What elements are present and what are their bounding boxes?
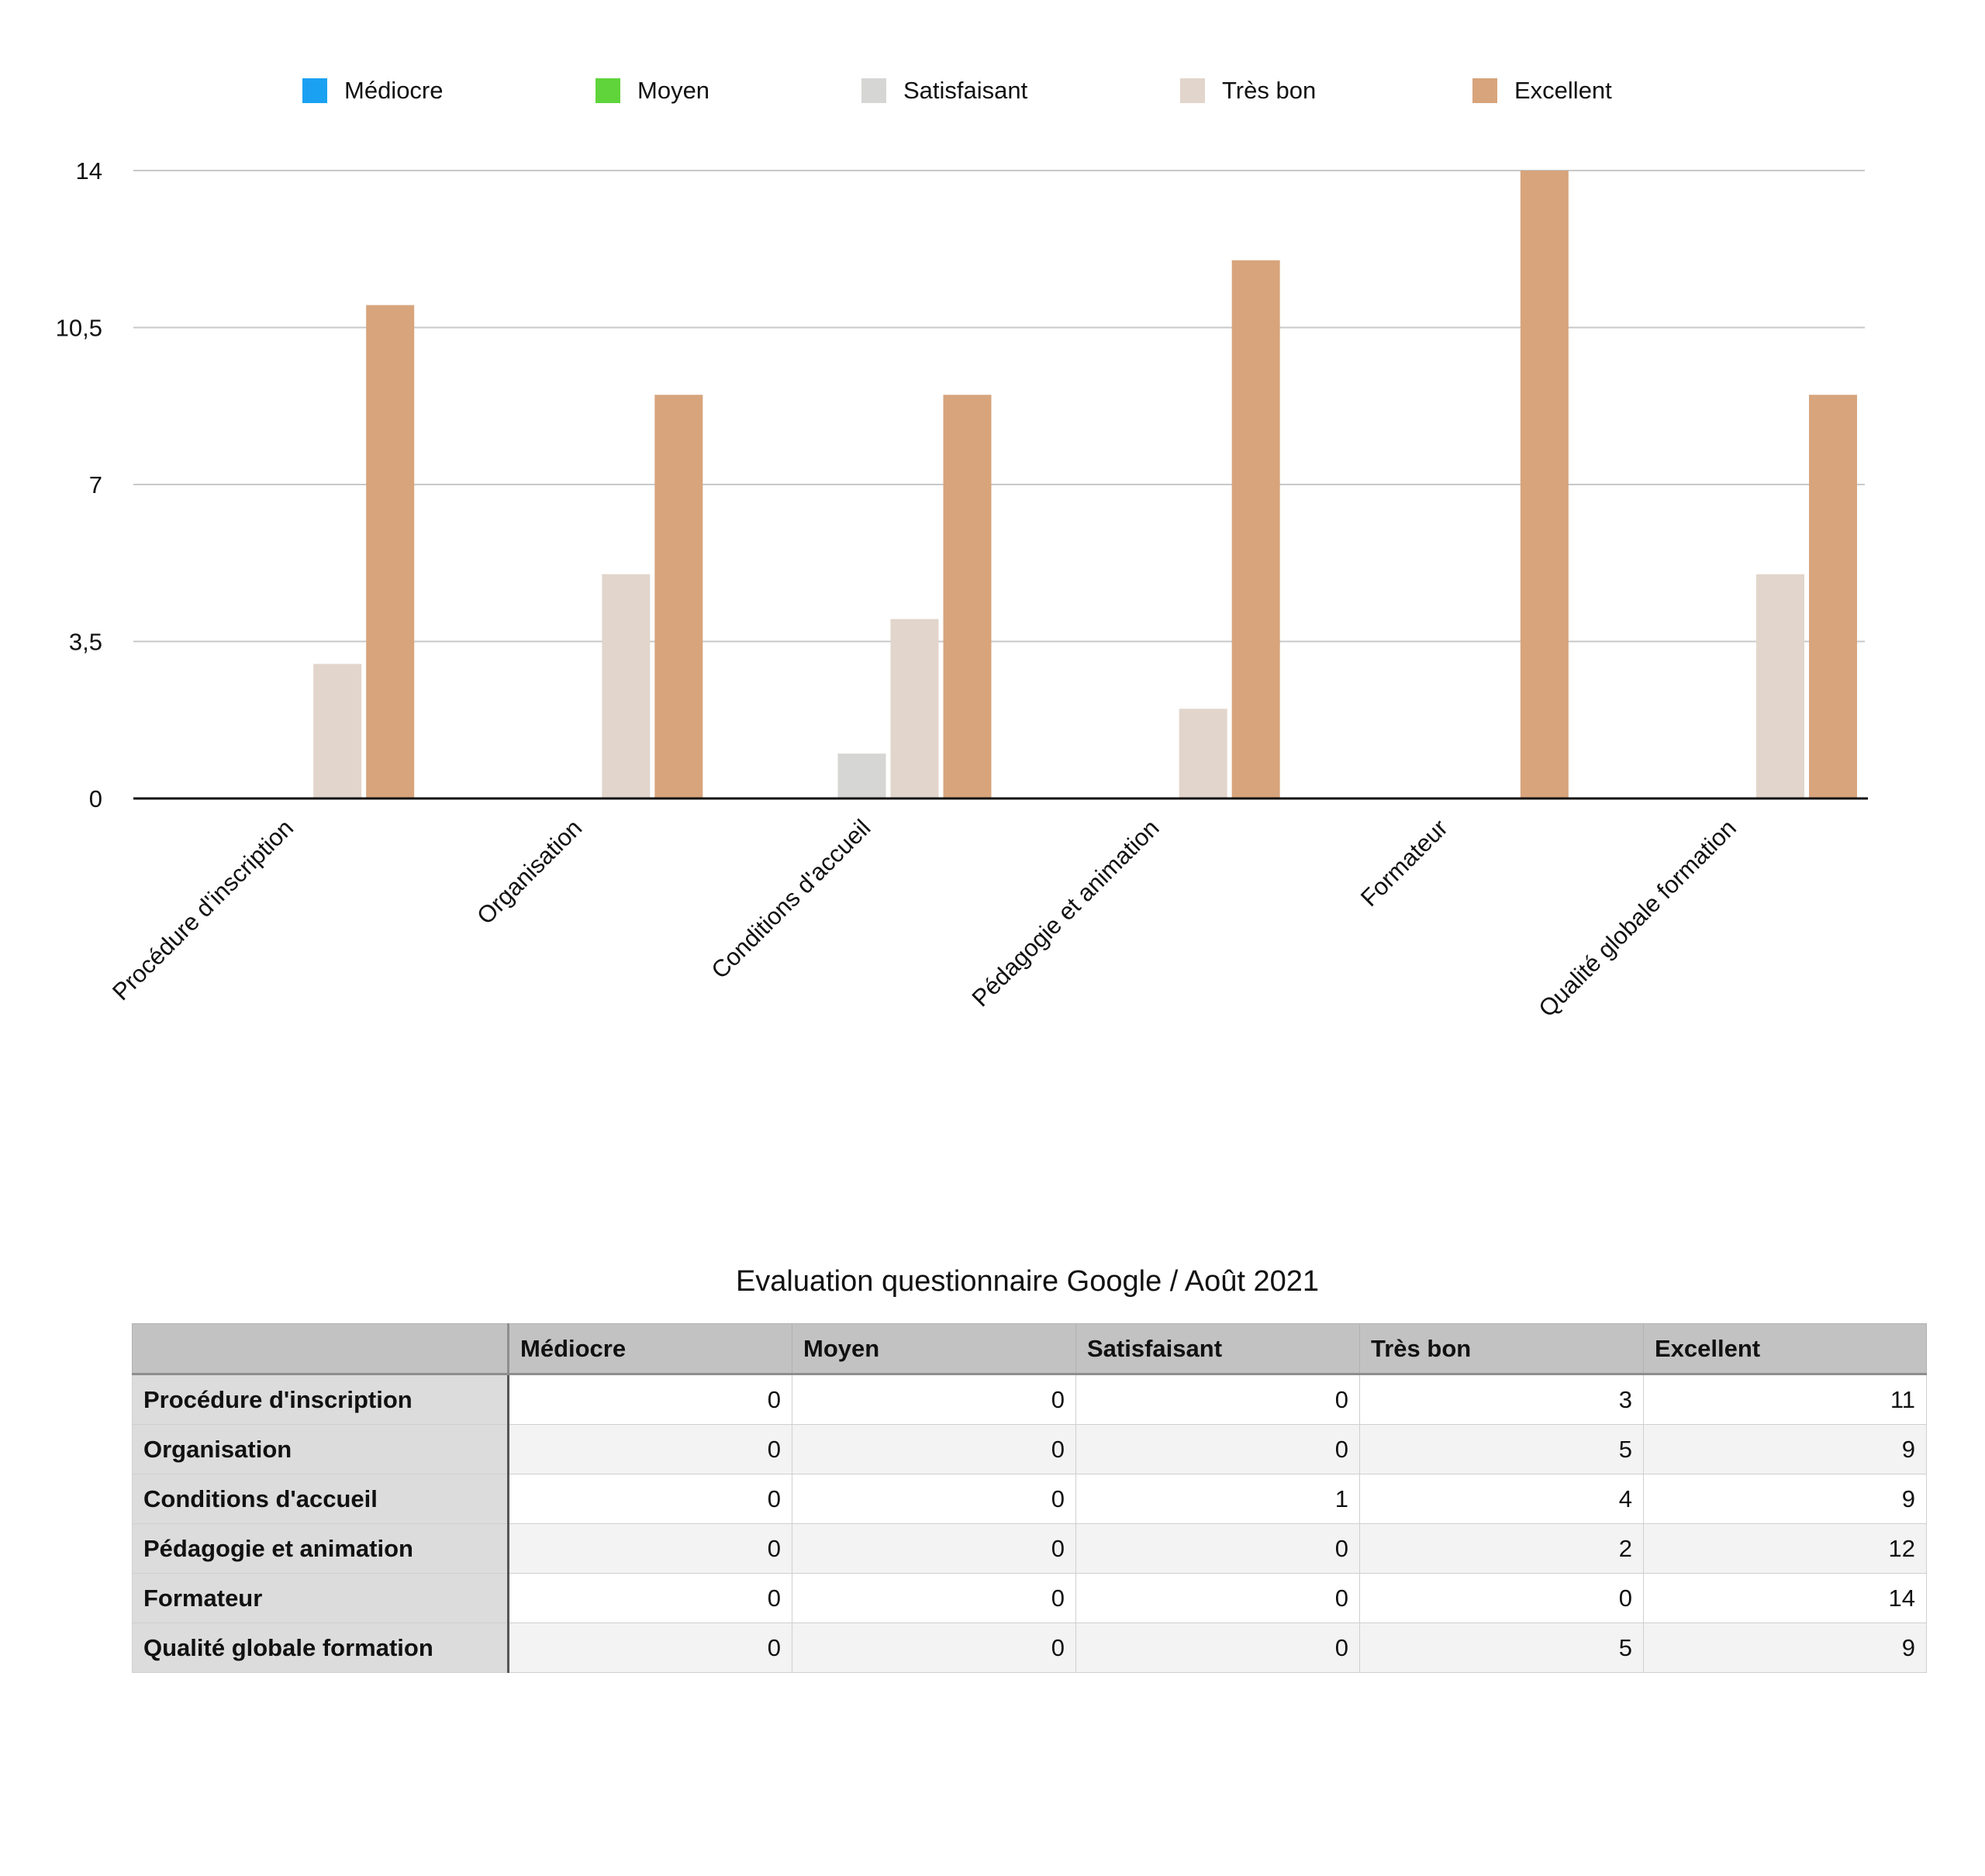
- table-cell: 0: [508, 1623, 792, 1673]
- table-row: Conditions d'accueil 0 0 1 4 9: [132, 1474, 1927, 1524]
- row-header: Procédure d'inscription: [132, 1374, 509, 1425]
- column-header-excellent: Excellent: [1643, 1323, 1927, 1375]
- legend-label-tres-bon: Très bon: [1222, 77, 1317, 104]
- bar: [1179, 709, 1227, 798]
- table-cell: 0: [792, 1374, 1076, 1425]
- x-tick-label: Pédagogie et animation: [967, 814, 1165, 1012]
- table-cell: 12: [1643, 1523, 1927, 1574]
- legend-label-excellent: Excellent: [1514, 77, 1612, 104]
- table-cell: 0: [1075, 1623, 1360, 1673]
- table-cell: 1: [1075, 1474, 1360, 1524]
- table-cell: 0: [792, 1523, 1076, 1574]
- table-cell: 9: [1643, 1424, 1927, 1474]
- legend-label-mediocre: Médiocre: [344, 77, 444, 104]
- y-tick-label: 7: [89, 471, 102, 498]
- legend-swatch-moyen: [596, 78, 620, 103]
- table-row: Organisation 0 0 0 5 9: [132, 1424, 1927, 1474]
- table-cell: 5: [1359, 1424, 1644, 1474]
- y-tick-label: 3,5: [69, 629, 102, 656]
- row-header: Organisation: [132, 1424, 509, 1474]
- row-header: Formateur: [132, 1573, 509, 1623]
- table-cell: 3: [1359, 1374, 1644, 1425]
- legend-item-moyen: Moyen: [596, 71, 709, 110]
- bar: [1809, 395, 1857, 798]
- table-cell: 0: [1075, 1573, 1360, 1623]
- table-cell: 0: [792, 1623, 1076, 1673]
- bar: [1756, 574, 1804, 798]
- legend-label-moyen: Moyen: [637, 77, 710, 104]
- table-cell: 9: [1643, 1474, 1927, 1524]
- x-tick-label: Organisation: [471, 814, 587, 929]
- bar: [1231, 260, 1280, 798]
- y-tick-label: 14: [76, 157, 102, 184]
- table-title: Evaluation questionnaire Google / Août 2…: [735, 1265, 1320, 1298]
- table-cell: 14: [1643, 1573, 1927, 1623]
- table-cell: 2: [1359, 1523, 1644, 1574]
- table-cell: 0: [792, 1474, 1076, 1524]
- table-cell: 0: [508, 1424, 792, 1474]
- table-cell: 0: [1075, 1374, 1360, 1425]
- x-tick-label: Procédure d'inscription: [107, 814, 299, 1005]
- bar: [890, 619, 939, 798]
- legend-item-tres-bon: Très bon: [1180, 71, 1316, 110]
- row-header: Pédagogie et animation: [132, 1523, 509, 1574]
- legend-item-mediocre: Médiocre: [302, 71, 444, 110]
- table-cell: 0: [508, 1374, 792, 1425]
- table-cell: 0: [508, 1573, 792, 1623]
- table-cell: 9: [1643, 1623, 1927, 1673]
- row-header: Qualité globale formation: [132, 1623, 509, 1673]
- bar: [1520, 171, 1569, 798]
- table-cell: 0: [792, 1573, 1076, 1623]
- table-cell: 0: [1359, 1573, 1644, 1623]
- legend-swatch-mediocre: [302, 78, 327, 103]
- x-tick-label: Conditions d'accueil: [706, 814, 875, 984]
- table-corner-cell: [132, 1323, 509, 1375]
- table-row: Formateur 0 0 0 0 14: [132, 1573, 1927, 1623]
- bar-chart: 0 3,5 7 10,5 14 Procédure d'inscription Organi…: [56, 157, 1868, 1022]
- table-header-row: Médiocre Moyen Satisfaisant Très bon Exc…: [132, 1323, 1927, 1375]
- chart-legend: Médiocre Moyen Satisfaisant Très bon Exc…: [0, 71, 1985, 110]
- table-cell: 0: [792, 1424, 1076, 1474]
- legend-swatch-excellent: [1472, 78, 1497, 103]
- table-cell: 0: [1075, 1523, 1360, 1574]
- legend-item-satisfaisant: Satisfaisant: [861, 71, 1027, 110]
- bar: [943, 395, 992, 798]
- column-header-satisfaisant: Satisfaisant: [1075, 1323, 1360, 1375]
- legend-item-excellent: Excellent: [1472, 71, 1612, 110]
- legend-swatch-satisfaisant: [861, 78, 886, 103]
- table-cell: 0: [1075, 1424, 1360, 1474]
- table-row: Pédagogie et animation 0 0 0 2 12: [132, 1523, 1927, 1574]
- bar: [837, 754, 886, 798]
- legend-swatch-tres-bon: [1180, 78, 1205, 103]
- y-tick-label: 10,5: [56, 315, 102, 342]
- data-table: Médiocre Moyen Satisfaisant Très bon Exc…: [132, 1323, 1927, 1673]
- bar: [366, 305, 415, 799]
- table-cell: 5: [1359, 1623, 1644, 1673]
- y-tick-label: 0: [89, 785, 102, 812]
- table-cell: 0: [508, 1474, 792, 1524]
- bar: [654, 395, 703, 798]
- table-cell: 0: [508, 1523, 792, 1574]
- legend-label-satisfaisant: Satisfaisant: [903, 77, 1028, 104]
- column-header-mediocre: Médiocre: [508, 1323, 792, 1375]
- bar: [602, 574, 651, 798]
- bar: [313, 664, 362, 798]
- table-cell: 4: [1359, 1474, 1644, 1524]
- row-header: Conditions d'accueil: [132, 1474, 509, 1524]
- column-header-moyen: Moyen: [792, 1323, 1076, 1375]
- table-row: Procédure d'inscription 0 0 0 3 11: [132, 1374, 1927, 1425]
- column-header-tres-bon: Très bon: [1359, 1323, 1644, 1375]
- x-tick-label: Formateur: [1355, 814, 1453, 912]
- table-cell: 11: [1643, 1374, 1927, 1425]
- table-row: Qualité globale formation 0 0 0 5 9: [132, 1623, 1927, 1673]
- x-tick-label: Qualité globale formation: [1533, 814, 1741, 1022]
